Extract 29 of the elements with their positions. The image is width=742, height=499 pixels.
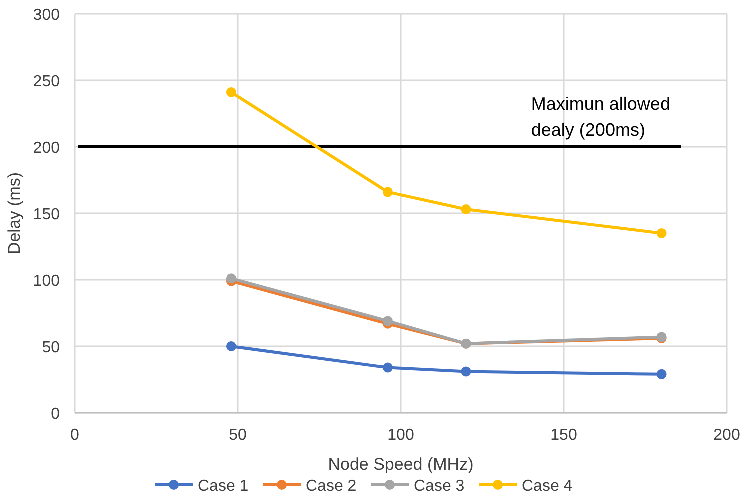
x-tick-label: 0 (70, 427, 80, 444)
y-axis-title: Delay (ms) (5, 172, 24, 255)
point (656, 228, 667, 238)
legend-label: Case 4 (522, 478, 573, 495)
legend-label: Case 2 (306, 478, 357, 495)
y-tick-label: 50 (42, 340, 60, 356)
y-tick-label: 200 (33, 140, 60, 157)
y-tick-label: 300 (33, 7, 60, 24)
ref-line-label: Maximun allowed dealy (200ms) (531, 94, 670, 140)
point (226, 87, 236, 98)
x-tick-label: 150 (550, 427, 578, 444)
y-tick-label: 150 (33, 206, 60, 224)
point (226, 274, 236, 284)
point (382, 187, 393, 198)
x-axis-title: Node Speed (MHz) (328, 455, 474, 474)
point (461, 366, 472, 377)
y-tick-label: 100 (33, 273, 60, 290)
x-tick-label: 50 (229, 427, 247, 444)
x-tick-label: 200 (714, 427, 740, 444)
legend-label: Case 1 (198, 478, 249, 495)
y-tick-label: 250 (33, 74, 60, 90)
point (226, 342, 236, 352)
point (656, 369, 667, 380)
x-tick-label: 100 (388, 427, 414, 444)
point (382, 316, 393, 326)
point (382, 362, 393, 373)
point (461, 204, 472, 215)
y-tick-label: 0 (51, 406, 60, 423)
legend-label: Case 3 (414, 478, 465, 495)
